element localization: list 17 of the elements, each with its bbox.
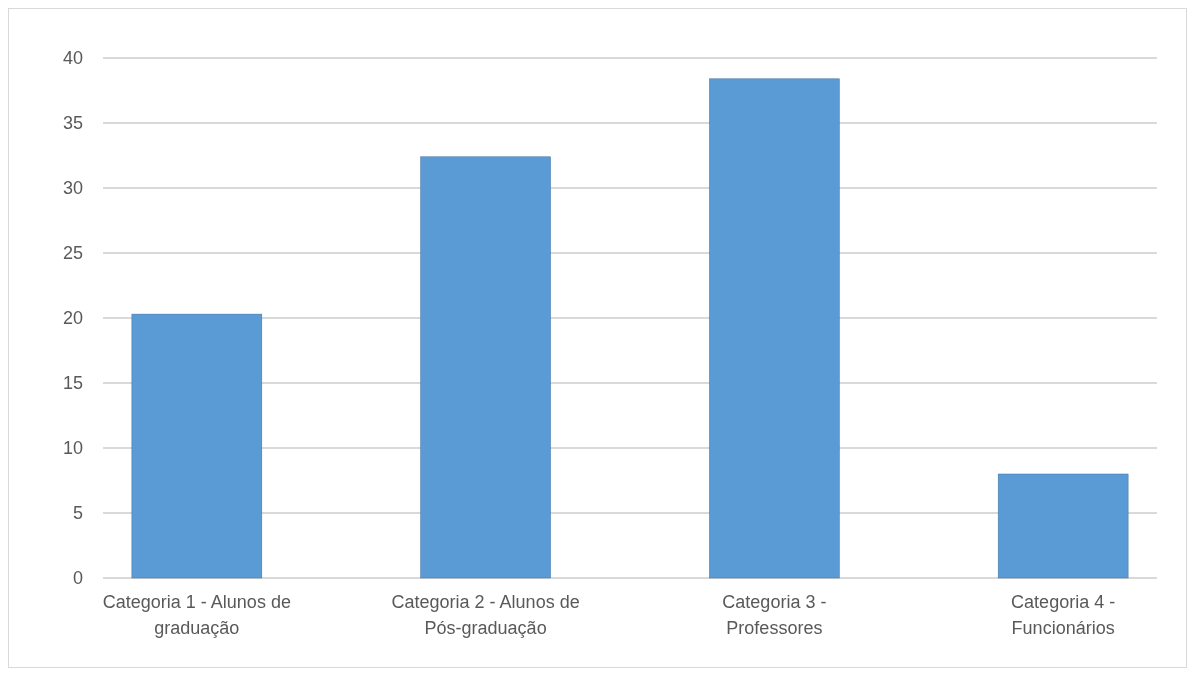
y-tick-label: 0 xyxy=(72,568,83,589)
y-tick-label: 35 xyxy=(62,113,83,134)
y-tick-label: 30 xyxy=(62,178,83,199)
y-tick-label: 10 xyxy=(62,438,83,459)
bar xyxy=(709,78,840,579)
bar xyxy=(997,473,1129,579)
x-tick-label: Categoria 1 - Alunos de graduação xyxy=(102,592,291,638)
y-tick-label: 15 xyxy=(62,373,83,394)
x-tick-label: Categoria 2 - Alunos de Pós-graduação xyxy=(391,592,580,638)
bar xyxy=(420,156,551,579)
y-tick-label: 5 xyxy=(72,503,83,524)
x-tick-label: Categoria 3 - Professores xyxy=(722,592,827,638)
y-tick-label: 40 xyxy=(62,48,83,69)
y-tick-label: 25 xyxy=(62,243,83,264)
x-tick-label: Categoria 4 - Funcionários xyxy=(1011,592,1116,638)
bar xyxy=(131,313,263,579)
y-tick-label: 20 xyxy=(62,308,83,329)
